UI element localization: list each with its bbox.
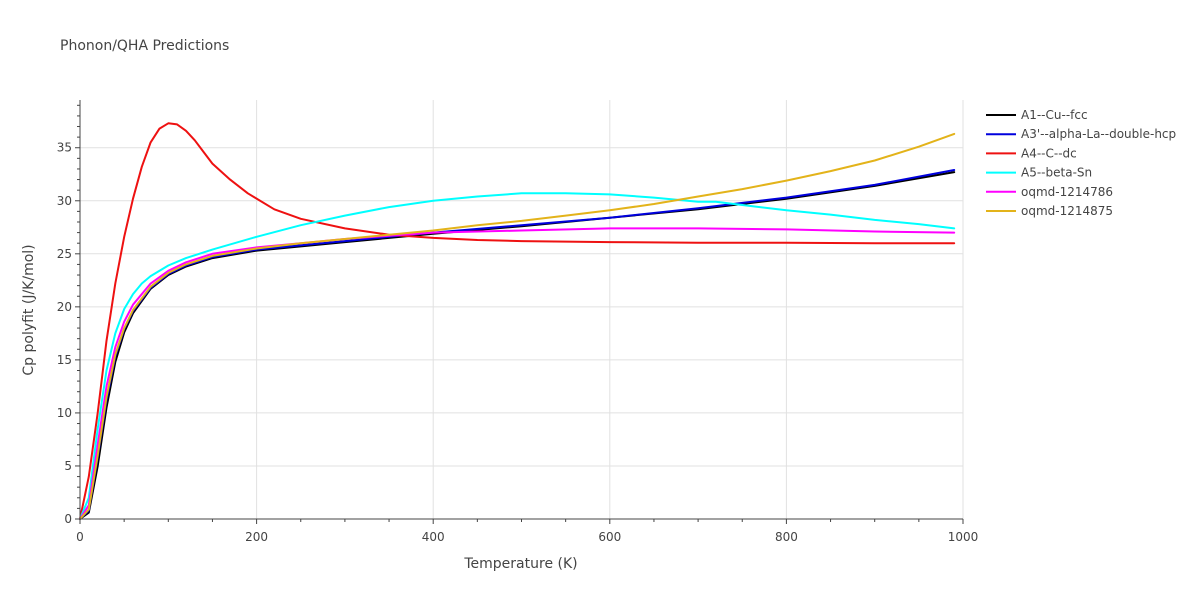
legend-item[interactable]: A5--beta-Sn bbox=[986, 166, 1092, 180]
x-tick-label: 600 bbox=[598, 530, 621, 544]
legend-item[interactable]: oqmd-1214786 bbox=[986, 185, 1113, 199]
legend-label: A4--C--dc bbox=[1021, 146, 1077, 160]
legend[interactable]: A1--Cu--fcc A3'--alpha-La--double-hcp A4--… bbox=[986, 108, 1176, 218]
y-tick-label: 30 bbox=[57, 194, 72, 208]
y-tick-label: 0 bbox=[64, 512, 72, 526]
series-line-3 bbox=[79, 122, 956, 520]
series-line-1 bbox=[79, 171, 956, 520]
legend-label: A1--Cu--fcc bbox=[1021, 108, 1088, 122]
y-tick-label: 35 bbox=[57, 141, 72, 155]
series-line-4 bbox=[79, 192, 956, 520]
x-axis-title: Temperature (K) bbox=[463, 556, 577, 572]
legend-item[interactable]: oqmd-1214875 bbox=[986, 204, 1113, 218]
legend-item[interactable]: A3'--alpha-La--double-hcp bbox=[986, 127, 1176, 141]
legend-label: oqmd-1214875 bbox=[1021, 204, 1113, 218]
y-axis-title: Cp polyfit (J/K/mol) bbox=[21, 244, 37, 375]
y-tick-label: 5 bbox=[64, 459, 72, 473]
y-tick-label: 10 bbox=[57, 406, 72, 420]
x-tick-label: 200 bbox=[245, 530, 268, 544]
legend-label: A3'--alpha-La--double-hcp bbox=[1021, 127, 1176, 141]
legend-label: oqmd-1214786 bbox=[1021, 185, 1113, 199]
axes-layer: 0 200 400 600 800 1000 0 5 10 15 20 25 30 35 bbox=[57, 100, 979, 544]
y-tick-label: 15 bbox=[57, 353, 72, 367]
y-tick-label: 20 bbox=[57, 300, 72, 314]
series-layer bbox=[79, 122, 956, 520]
x-tick-label: 0 bbox=[76, 530, 84, 544]
x-tick-label: 1000 bbox=[948, 530, 979, 544]
legend-item[interactable]: A4--C--dc bbox=[986, 146, 1077, 160]
series-line-5 bbox=[79, 227, 956, 520]
legend-label: A5--beta-Sn bbox=[1021, 166, 1092, 180]
legend-item[interactable]: A1--Cu--fcc bbox=[986, 108, 1088, 122]
x-tick-label: 400 bbox=[422, 530, 445, 544]
y-tick-label: 25 bbox=[57, 247, 72, 261]
series-line-2 bbox=[79, 169, 956, 520]
series-line-6 bbox=[79, 132, 956, 520]
x-tick-label: 800 bbox=[775, 530, 798, 544]
chart-title: Phonon/QHA Predictions bbox=[60, 38, 229, 54]
grid-layer bbox=[80, 100, 964, 519]
